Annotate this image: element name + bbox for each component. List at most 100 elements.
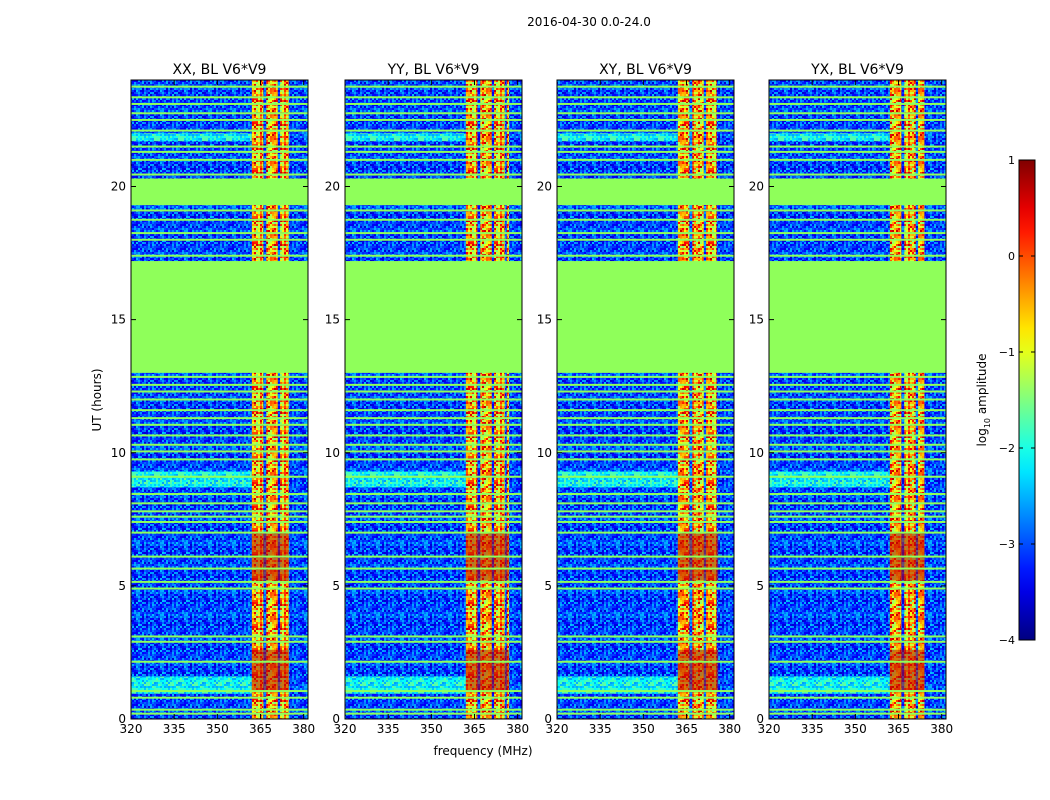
flagged-row <box>131 580 308 583</box>
flagged-row <box>557 158 734 161</box>
data-gap <box>769 261 946 373</box>
x-tick-label: 380 <box>718 722 741 736</box>
flagged-row <box>557 580 734 583</box>
panel-frame <box>344 79 523 720</box>
flagged-row <box>131 475 308 478</box>
calibration-band <box>557 471 678 488</box>
flagged-row <box>131 531 308 534</box>
flagged-row <box>345 515 522 518</box>
flagged-row <box>345 209 522 212</box>
flagged-row <box>557 531 734 534</box>
flagged-row <box>769 502 946 505</box>
flagged-row <box>769 254 946 257</box>
colorbar: 1 0 −1 −2 −3 −4 <box>999 154 1036 647</box>
flagged-row <box>769 129 946 132</box>
flagged-row <box>769 409 946 412</box>
flagged-row <box>557 690 734 693</box>
colorbar-label-prefix: log <box>975 428 989 446</box>
flagged-row <box>131 708 308 711</box>
flagged-row <box>769 555 946 558</box>
y-tick-label: 20 <box>111 180 126 194</box>
colorbar-tick-label: 1 <box>1008 154 1015 167</box>
flagged-row <box>131 423 308 426</box>
flagged-row <box>557 218 734 221</box>
heatmap-image <box>557 80 734 719</box>
flagged-row <box>557 112 734 115</box>
flagged-row <box>557 409 734 412</box>
x-tick-label: 335 <box>377 722 400 736</box>
data-gap <box>769 178 946 206</box>
x-tick-label: 350 <box>632 722 655 736</box>
flagged-row <box>345 708 522 711</box>
flagged-row <box>131 254 308 257</box>
flagged-row <box>345 118 522 121</box>
panel: XX, BL V6*V9 320 335 350 365 380 0 5 10 15 20 <box>111 62 315 736</box>
x-tick-label: 320 <box>334 722 357 736</box>
colorbar-tick-label: −1 <box>999 346 1015 359</box>
flagged-row <box>557 85 734 88</box>
x-tick-label: 320 <box>120 722 143 736</box>
flagged-row <box>345 158 522 161</box>
flagged-row <box>769 85 946 88</box>
flagged-row <box>769 510 946 513</box>
colorbar-frame <box>1018 159 1036 641</box>
flagged-row <box>557 520 734 523</box>
flagged-row <box>557 493 734 496</box>
flagged-row <box>557 515 734 518</box>
flagged-row <box>131 218 308 221</box>
flagged-row <box>345 423 522 426</box>
flagged-row <box>131 85 308 88</box>
panel-title: XX, BL V6*V9 <box>173 62 267 78</box>
flagged-row <box>557 708 734 711</box>
flagged-row <box>131 390 308 393</box>
flagged-row <box>557 383 734 386</box>
flagged-row <box>345 635 522 638</box>
y-tick-label: 15 <box>325 313 340 327</box>
flagged-row <box>345 567 522 570</box>
flagged-row <box>769 112 946 115</box>
flagged-row <box>345 458 522 461</box>
flagged-row <box>131 96 308 99</box>
flagged-row <box>557 423 734 426</box>
x-tick-label: 335 <box>163 722 186 736</box>
flagged-row <box>557 434 734 437</box>
calibration-band <box>769 676 890 694</box>
colorbar-tick-label: −3 <box>999 538 1015 551</box>
flagged-row <box>769 375 946 378</box>
x-tick-label: 350 <box>206 722 229 736</box>
flagged-row <box>345 531 522 534</box>
calibration-band <box>557 676 678 694</box>
flagged-row <box>131 510 308 513</box>
colorbar-label-suffix: amplitude <box>975 354 989 418</box>
flagged-row <box>345 102 522 105</box>
panel-frame <box>130 79 309 720</box>
flagged-row <box>131 409 308 412</box>
flagged-row <box>769 635 946 638</box>
y-tick-label: 20 <box>749 180 764 194</box>
flagged-row <box>769 238 946 241</box>
rfi-burst <box>889 649 925 693</box>
panel-frame <box>768 79 947 720</box>
flagged-row <box>345 580 522 583</box>
flagged-row <box>345 85 522 88</box>
flagged-row <box>131 238 308 241</box>
flagged-row <box>769 531 946 534</box>
rfi-burst <box>677 649 719 693</box>
calibration-band <box>557 133 678 142</box>
flagged-row <box>769 712 946 715</box>
flagged-row <box>131 520 308 523</box>
flagged-row <box>769 475 946 478</box>
flagged-row <box>345 712 522 715</box>
heatmap-image <box>769 80 946 719</box>
y-axis-label: UT (hours) <box>90 368 104 431</box>
flagged-row <box>769 173 946 176</box>
flagged-row <box>131 443 308 446</box>
flagged-row <box>769 458 946 461</box>
flagged-row <box>557 660 734 663</box>
flagged-row <box>131 696 308 699</box>
flagged-row <box>131 417 308 420</box>
flagged-row <box>769 580 946 583</box>
heatmap-image <box>345 80 522 719</box>
flagged-row <box>557 587 734 590</box>
flagged-row <box>769 96 946 99</box>
